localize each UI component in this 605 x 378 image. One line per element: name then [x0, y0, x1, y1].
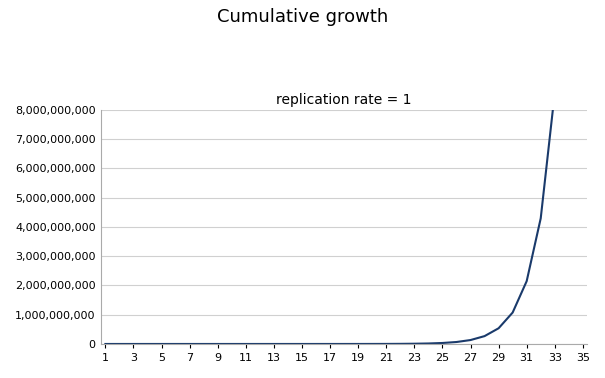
Title: replication rate = 1: replication rate = 1	[276, 93, 412, 107]
Text: Cumulative growth: Cumulative growth	[217, 8, 388, 26]
